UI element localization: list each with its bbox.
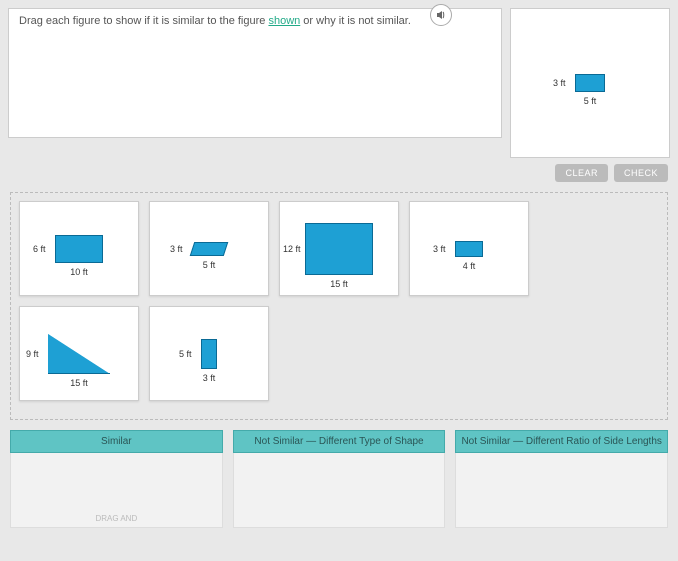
parallelogram-shape	[190, 242, 229, 256]
dim-label: 12 ft	[283, 244, 301, 254]
reference-bottom-label: 5 ft	[584, 96, 597, 106]
tile-rect-5x3[interactable]: 5 ft 3 ft	[149, 306, 269, 401]
tile-rect-12x15[interactable]: 12 ft 15 ft	[279, 201, 399, 296]
rectangle-shape	[455, 241, 483, 257]
dropzone-header: Not Similar — Different Type of Shape	[233, 430, 446, 453]
dim-label: 5 ft	[203, 260, 216, 270]
reference-figure-panel: 3 ft 5 ft	[510, 8, 670, 158]
dim-label: 3 ft	[203, 373, 216, 383]
dropzone-body[interactable]	[233, 453, 446, 528]
tile-rect-3x5[interactable]: 3 ft 5 ft	[149, 201, 269, 296]
dim-label: 4 ft	[463, 261, 476, 271]
dropzone-header: Not Similar — Different Ratio of Side Le…	[455, 430, 668, 453]
instruction-text-prefix: Drag each figure to show if it is simila…	[19, 15, 268, 27]
dropzone-different-shape[interactable]: Not Similar — Different Type of Shape	[233, 430, 446, 528]
check-button[interactable]: CHECK	[614, 164, 668, 182]
dropzone-header: Similar	[10, 430, 223, 453]
instruction-link[interactable]: shown	[268, 15, 300, 27]
rectangle-shape	[305, 223, 373, 275]
tile-rect-3x4[interactable]: 3 ft 4 ft	[409, 201, 529, 296]
dropzone-different-ratio[interactable]: Not Similar — Different Ratio of Side Le…	[455, 430, 668, 528]
reference-left-label: 3 ft	[553, 78, 566, 88]
dropzone-body[interactable]	[455, 453, 668, 528]
clear-button[interactable]: CLEAR	[555, 164, 608, 182]
drag-hint: DRAG AND	[95, 514, 137, 523]
dim-label: 15 ft	[330, 279, 348, 289]
tile-triangle-9x15[interactable]: 9 ft 15 ft	[19, 306, 139, 401]
audio-icon[interactable]	[430, 4, 452, 26]
dim-label: 5 ft	[179, 349, 192, 359]
rectangle-shape	[55, 235, 103, 263]
dropzone-similar[interactable]: Similar DRAG AND	[10, 430, 223, 528]
tile-rect-6x10[interactable]: 6 ft 10 ft	[19, 201, 139, 296]
dim-label: 15 ft	[70, 378, 88, 388]
dim-label: 6 ft	[33, 244, 46, 254]
triangle-shape	[48, 334, 110, 374]
dim-label: 10 ft	[70, 267, 88, 277]
dim-label: 9 ft	[26, 349, 39, 359]
instruction-panel: Drag each figure to show if it is simila…	[8, 8, 502, 138]
instruction-text-suffix: or why it is not similar.	[300, 15, 411, 27]
reference-rectangle	[575, 74, 605, 92]
dim-label: 3 ft	[170, 244, 183, 254]
rectangle-shape	[201, 339, 217, 369]
dim-label: 3 ft	[433, 244, 446, 254]
dropzone-body[interactable]: DRAG AND	[10, 453, 223, 528]
draggable-tiles-area: 6 ft 10 ft 3 ft 5 ft 12 ft 15 ft 3 ft 4 …	[10, 192, 668, 420]
